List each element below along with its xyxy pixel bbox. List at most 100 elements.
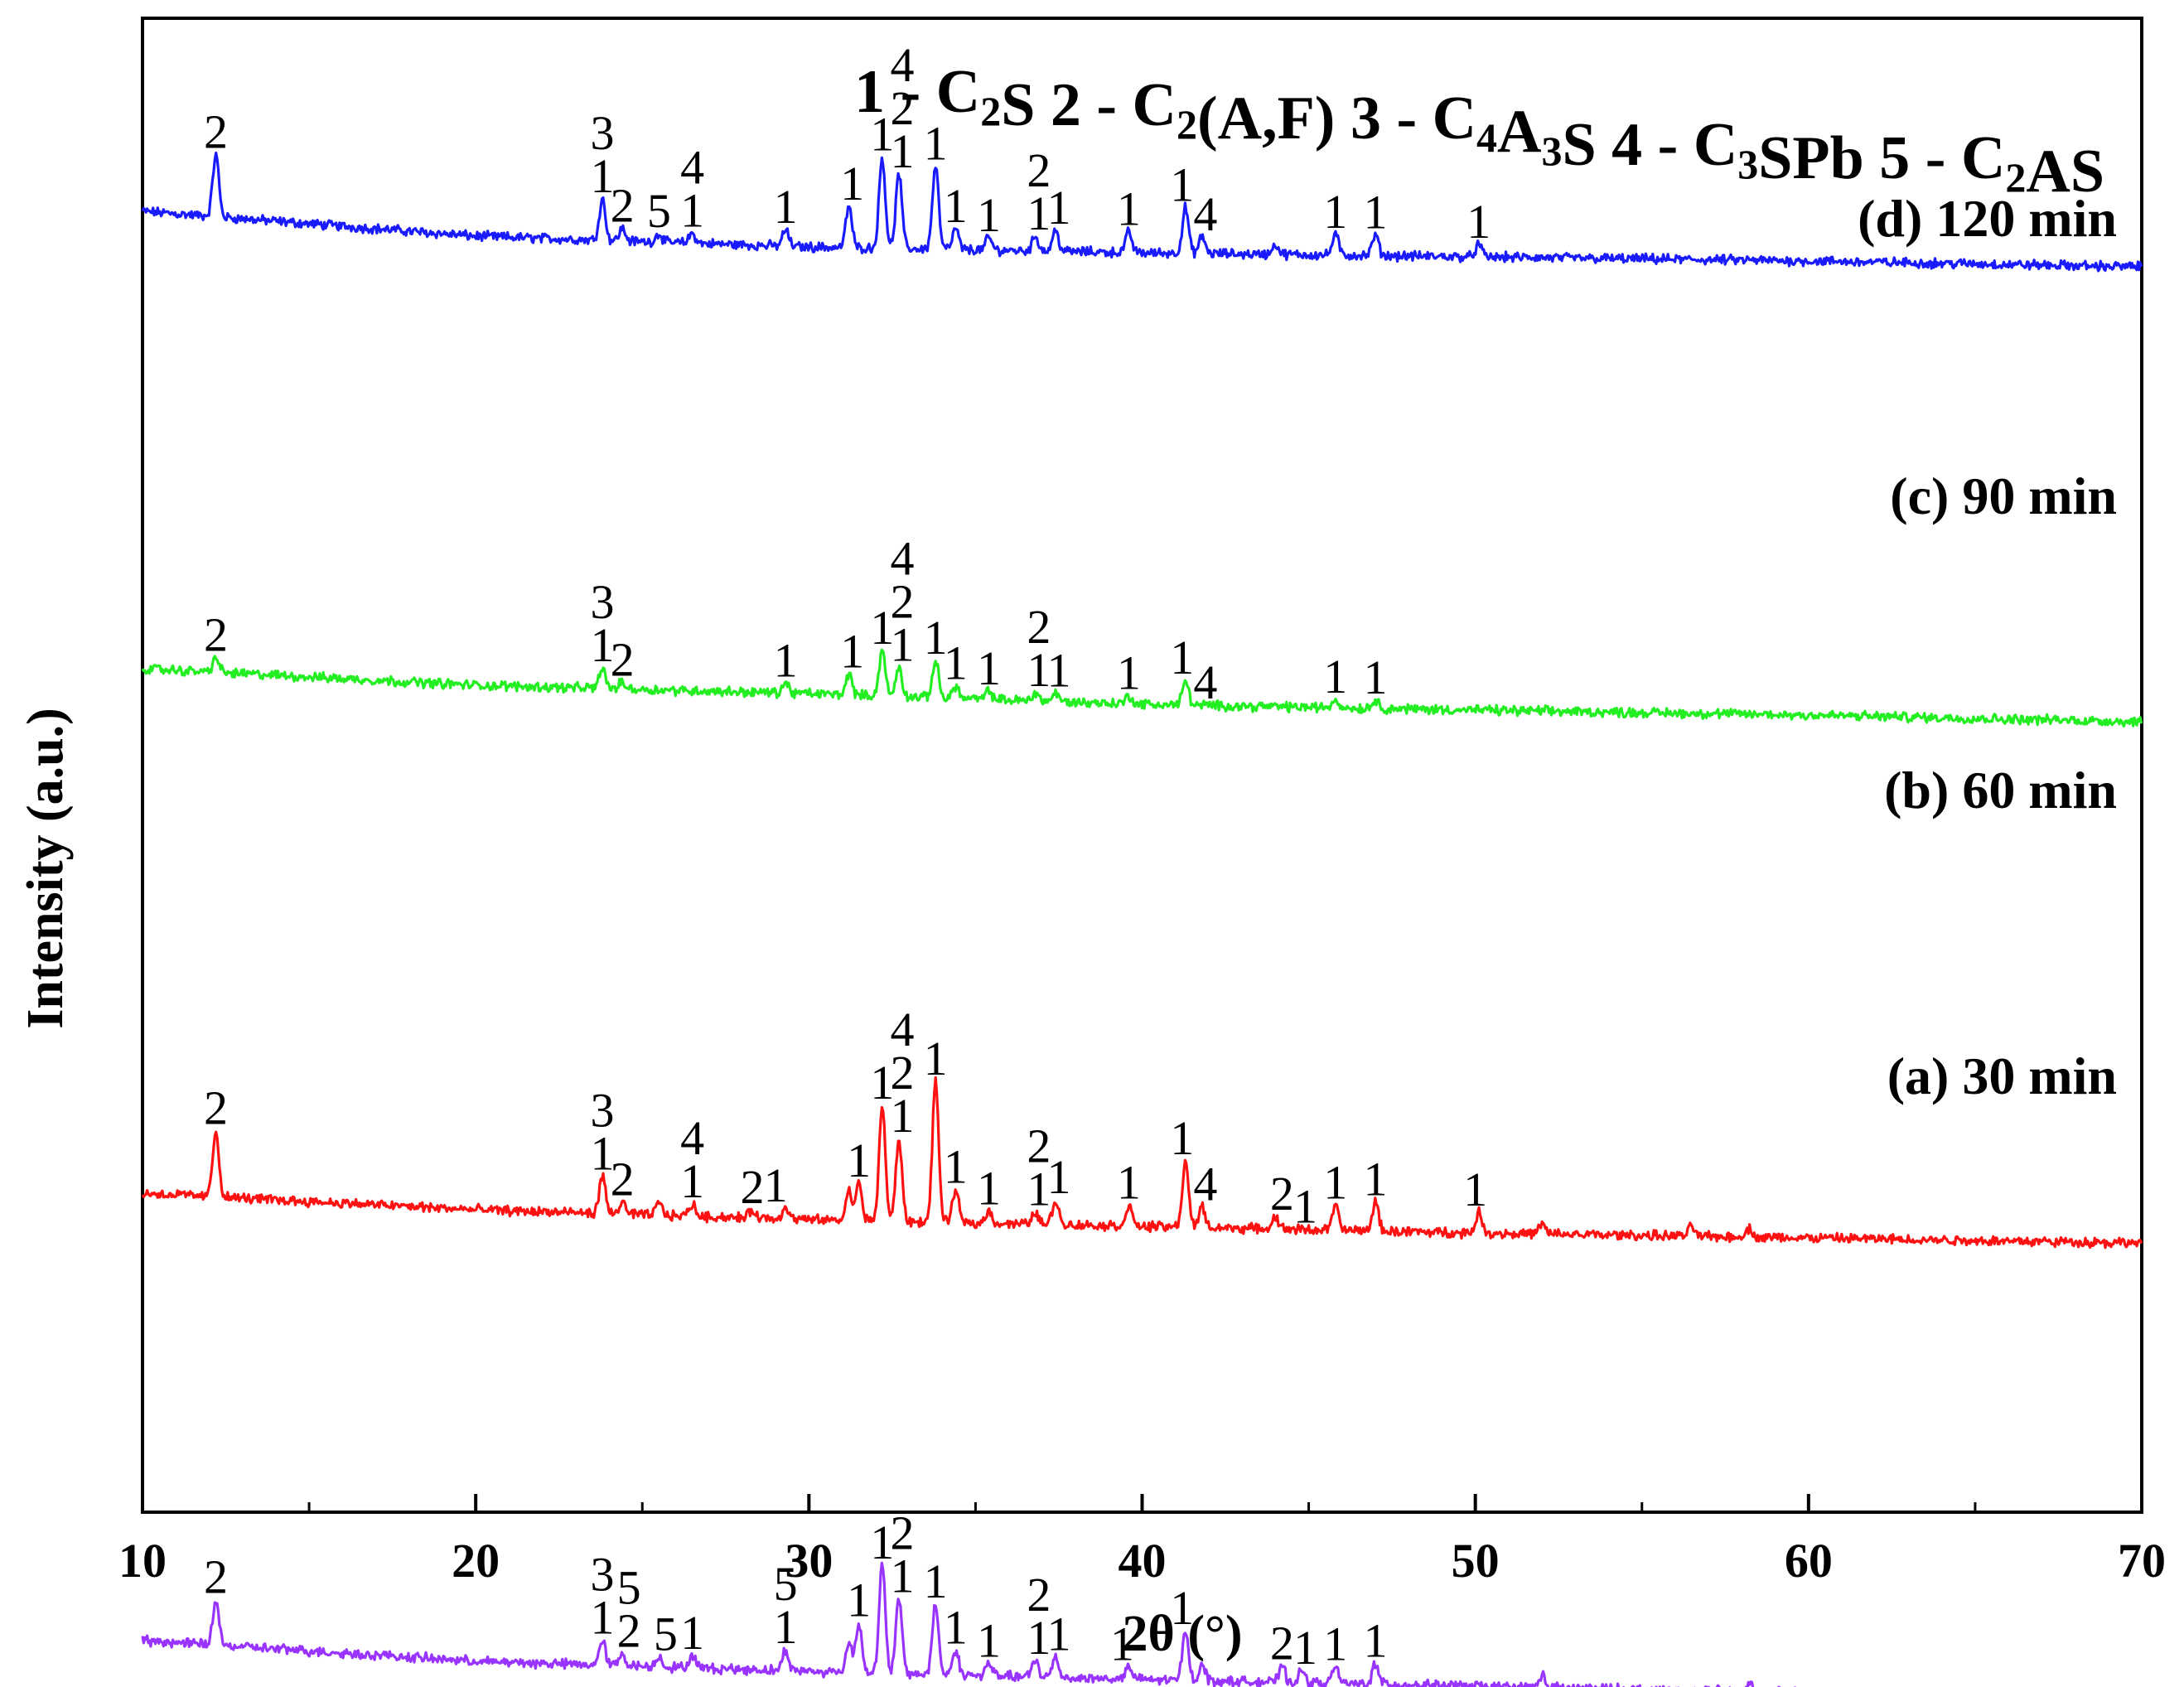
- peak-label: 3: [590, 106, 614, 160]
- peak-label: 2: [204, 607, 228, 661]
- peak-label: 1: [1364, 1153, 1388, 1206]
- x-tick-label: 70: [2118, 1534, 2166, 1588]
- peak-label: 2: [611, 1152, 635, 1206]
- peak-label: 5: [654, 1607, 678, 1661]
- peak-label: 1: [1293, 1621, 1317, 1675]
- peak-label: 2: [617, 1603, 641, 1657]
- peak-label: 1: [924, 1032, 948, 1085]
- peak-label: 1: [977, 1613, 1001, 1667]
- peak-label: 1: [890, 1549, 914, 1603]
- peak-label: 2: [611, 179, 635, 233]
- peak-label: 1: [890, 1089, 914, 1143]
- peak-label: 1: [1117, 182, 1141, 236]
- peak-label: 1: [1323, 1617, 1347, 1671]
- peak-label: 1: [1046, 1150, 1070, 1204]
- peak-label: 2: [204, 1550, 228, 1604]
- peak-label: 1: [847, 1573, 871, 1627]
- peak-label: 1: [680, 1154, 704, 1208]
- series-line: [141, 648, 2143, 727]
- x-tick-label: 20: [452, 1534, 500, 1588]
- peak-label: 1: [1364, 186, 1388, 239]
- series-name-label: (b) 60 min: [1884, 761, 2117, 819]
- peak-label: 1: [774, 1600, 798, 1654]
- peak-label: 2: [611, 632, 635, 686]
- peak-label: 1: [870, 1056, 894, 1109]
- peak-label: 1: [977, 1161, 1001, 1215]
- peak-label: 1: [944, 179, 968, 233]
- peak-label: 1: [1466, 195, 1491, 249]
- series-line: [141, 1561, 1796, 1687]
- peak-label: 5: [774, 1557, 798, 1611]
- peak-label: 4: [1193, 655, 1217, 709]
- peak-label: 1: [1364, 650, 1388, 704]
- peak-label: 4: [1193, 1157, 1217, 1211]
- peak-label: 4: [890, 532, 914, 586]
- y-axis-title: Intensity (a.u.): [17, 708, 74, 1029]
- peak-label: 1: [1046, 1607, 1070, 1660]
- plot-area: [141, 17, 2143, 1514]
- peak-label: 1: [1117, 1156, 1141, 1210]
- x-tick-label: 10: [118, 1534, 167, 1588]
- peak-label: 1: [1170, 158, 1194, 212]
- peak-label: 1: [590, 1591, 614, 1645]
- peak-label: 4: [890, 38, 914, 92]
- peak-label: 5: [647, 184, 671, 238]
- series-name-label: (a) 30 min: [1887, 1047, 2117, 1105]
- peak-label: 1: [840, 625, 864, 679]
- axes: 10 20 30 40 50 60 70: [118, 1494, 2166, 1588]
- peak-label: 2: [890, 1046, 914, 1100]
- peak-label: 1: [1170, 1581, 1194, 1635]
- x-axis-title: 2θ (°): [1123, 1606, 1243, 1662]
- peak-label: 1: [1027, 186, 1051, 240]
- peak-label: 1: [1170, 631, 1194, 684]
- peak-label: 1: [1046, 644, 1070, 698]
- peak-label: 1: [590, 1127, 614, 1181]
- peak-label: 1: [680, 183, 704, 237]
- plot-frame: [141, 17, 2143, 1514]
- peak-label: 1: [924, 1554, 948, 1608]
- x-tick-label: 50: [1452, 1534, 1500, 1588]
- peak-label: 4: [890, 1003, 914, 1056]
- peak-label: 1: [1323, 650, 1347, 703]
- peak-label: 4: [1193, 187, 1217, 241]
- peak-label: 1: [1364, 1614, 1388, 1668]
- peak-label: 1: [1170, 1111, 1194, 1165]
- peak-label: 2: [1027, 1119, 1051, 1172]
- peak-label: 1: [840, 157, 864, 210]
- peak-label: 1: [890, 124, 914, 178]
- peak-label: 5: [617, 1560, 641, 1614]
- peak-label: 2: [1027, 1568, 1051, 1622]
- series-name-label: (c) 90 min: [1890, 466, 2117, 525]
- peak-label: 1: [1463, 1163, 1487, 1216]
- peak-label: 1: [944, 1600, 968, 1654]
- x-tick-label: 30: [785, 1534, 833, 1588]
- peak-label: 1: [870, 601, 894, 655]
- peak-label: 4: [680, 1111, 704, 1165]
- peak-label: 2: [890, 81, 914, 135]
- peak-label: 3: [590, 1548, 614, 1602]
- peak-label: 1: [774, 180, 798, 234]
- peak-label: 2: [204, 105, 228, 159]
- peak-label: 2: [890, 575, 914, 629]
- peak-label: 1: [977, 641, 1001, 695]
- series-layer: [141, 151, 2143, 1687]
- series-name-label: (d) 120 min: [1858, 189, 2117, 248]
- peak-label: 2: [1270, 1616, 1294, 1670]
- peak-label: 2: [740, 1160, 764, 1214]
- peak-label: 4: [680, 140, 704, 194]
- peak-label: 1: [680, 1606, 704, 1660]
- peak-label: 2: [1270, 1167, 1294, 1221]
- peak-label: 1: [847, 1134, 871, 1187]
- series-line: [141, 151, 2143, 273]
- peak-label: 3: [590, 575, 614, 629]
- peak-label: 3: [590, 1084, 614, 1138]
- peak-label: 1: [1293, 1180, 1317, 1234]
- peak-label: 1: [890, 618, 914, 672]
- phase-legend: 1 - C2S 2 - C2(A,F) 3 - C4A3S 4 - C3SPb …: [854, 58, 2104, 205]
- peak-label: 1: [590, 149, 614, 203]
- peak-label: 1: [944, 1140, 968, 1194]
- peak-label: 1: [764, 1158, 788, 1212]
- peak-label: 2: [890, 1506, 914, 1560]
